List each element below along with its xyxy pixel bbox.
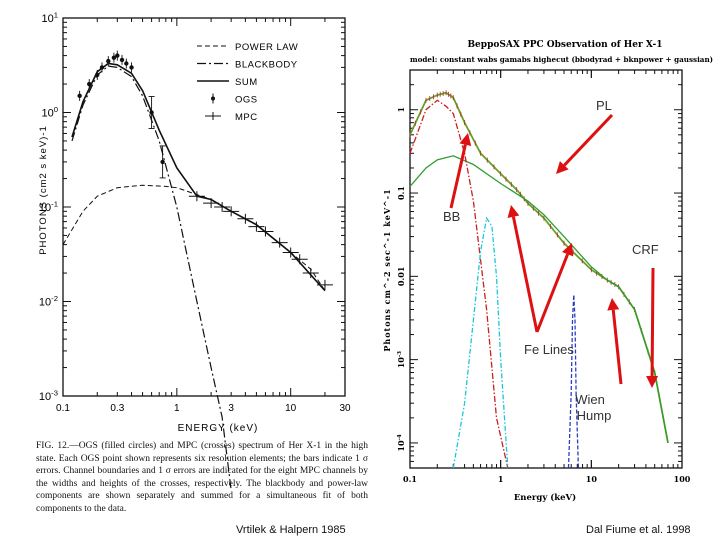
left-x-tick-label: 30 [339,403,351,414]
annotation-arrow [535,243,574,333]
left-x-tick-label: 1 [174,403,180,414]
svg-text:10-3: 10-3 [396,351,406,368]
left-legend: POWER LAW BLACKBODY SUM OGS MPC [197,42,298,123]
annotation-arrow [449,133,472,209]
right-y-tick-label: 10-3 [396,351,406,368]
mpc-cross [188,191,205,202]
mpc-cross [248,221,265,232]
left-x-axis-label: ENERGY (keV) [178,423,259,434]
left-axis-ticks: 0.1 0.3 1 3 10 30 101 100 10-1 10-2 10-3 [39,11,351,414]
right-series-data-total [409,91,669,444]
svg-text:10-4: 10-4 [396,434,406,451]
left-y-tick-label: 101 [41,11,58,25]
legend-label: BLACKBODY [235,60,298,71]
legend-item-ogs: OGS [211,93,258,106]
annotation-arrows [449,113,659,388]
annotation-arrow [507,205,539,333]
right-axis-ticks: 0.1 1 10 100 1 0.1 0.01 10-3 10-4 [396,69,691,484]
right-chart-subtitle: model: constant wabs gamabs highecut (bb… [410,55,713,64]
ogs-point [99,62,105,73]
right-y-axis-label: Photons cm^-2 sec^-1 keV^-1 [382,188,392,351]
mpc-cross [291,254,308,265]
left-y-tick-label: 10-2 [39,294,58,308]
annotation-arrow [556,113,614,174]
right-x-tick-label: 100 [674,474,691,484]
right-y-tick-label: 10-4 [396,434,406,451]
left-x-tick-label: 3 [228,403,234,414]
right-series-fe-line-1 [452,216,509,469]
mpc-cross [282,247,299,258]
legend-label: MPC [235,112,258,123]
left-y-tick-label: 100 [41,105,58,119]
mpc-cross [223,206,240,217]
legend-label: POWER LAW [235,42,298,53]
ogs-point [77,90,82,101]
ogs-point [111,52,117,63]
mpc-cross [237,213,254,224]
right-y-tick-label: 1 [396,107,406,113]
left-x-tick-label: 10 [285,403,297,414]
ogs-point [106,56,111,67]
figure-caption: FIG. 12.—OGS (filled circles) and MPC (c… [36,440,368,516]
left-x-tick-label: 0.1 [56,403,70,414]
right-plot-frame [409,69,683,469]
legend-item-mpc: MPC [205,112,258,123]
mpc-cross [302,268,319,279]
svg-text:0.01: 0.01 [396,267,406,286]
annotation-arrow [607,298,623,385]
mpc-cross [316,279,333,290]
legend-item-blackbody: BLACKBODY [197,60,298,71]
right-curves [409,90,669,469]
ogs-point [119,54,125,65]
left-y-tick-label: 10-1 [39,200,58,214]
annotation-fe-lines: Fe Lines [524,342,574,357]
right-chart: BeppoSAX PPC Observation of Her X-1 mode… [382,40,713,503]
left-y-tick-label: 10-3 [39,389,58,403]
right-x-tick-label: 10 [586,474,598,484]
right-x-tick-label: 1 [498,474,504,484]
right-series-pl [409,155,669,444]
legend-label: OGS [235,95,258,106]
legend-label: SUM [235,77,258,88]
annotation-wien-hump: Wien Hump [575,392,611,423]
ogs-point [87,79,92,90]
caption-text: —OGS (filled circles) and MPC (crosses) … [36,441,368,514]
left-curves [62,50,333,491]
mpc-cross [203,198,220,209]
legend-item-power-law: POWER LAW [197,42,298,53]
ogs-point [159,145,166,179]
right-credit: Dal Fiume et al. 1998 [586,524,691,536]
right-x-tick-label: 0.1 [403,474,417,484]
left-chart: 0.1 0.3 1 3 10 30 101 100 10-1 10-2 10-3 POWER LAW… [32,11,368,491]
right-x-axis-label: Energy (keV) [514,492,576,503]
annotation-arrow [646,267,659,388]
right-chart-title: BeppoSAX PPC Observation of Her X-1 [467,40,662,50]
svg-text:0.1: 0.1 [396,186,406,200]
right-series-bb [409,99,509,469]
left-x-tick-label: 0.3 [110,403,124,414]
left-y-axis-label: PHOTONS (cm2 s keV)-1 [38,125,49,255]
legend-item-sum: SUM [197,77,258,88]
left-credit: Vrtilek & Halpern 1985 [236,524,346,536]
caption-label: FIG. 12. [36,441,70,451]
ogs-point [129,62,134,73]
right-y-tick-label: 0.1 [396,186,406,200]
ogs-point [115,50,120,61]
annotation-pl: PL [596,98,612,113]
right-y-tick-label: 0.01 [396,267,406,286]
ogs-point [124,58,129,69]
mpc-cross [214,202,231,212]
ogs-point [95,69,100,80]
annotation-crf: CRF [632,242,659,257]
ogs-point [148,96,155,129]
mpc-cross [271,237,288,248]
svg-text:1: 1 [396,107,406,113]
annotations: PL BB CRF Fe Lines Wien Hump [443,98,659,423]
mpc-cross [257,226,274,237]
annotation-bb: BB [443,209,460,224]
right-series-fe-line-2 [567,294,580,469]
